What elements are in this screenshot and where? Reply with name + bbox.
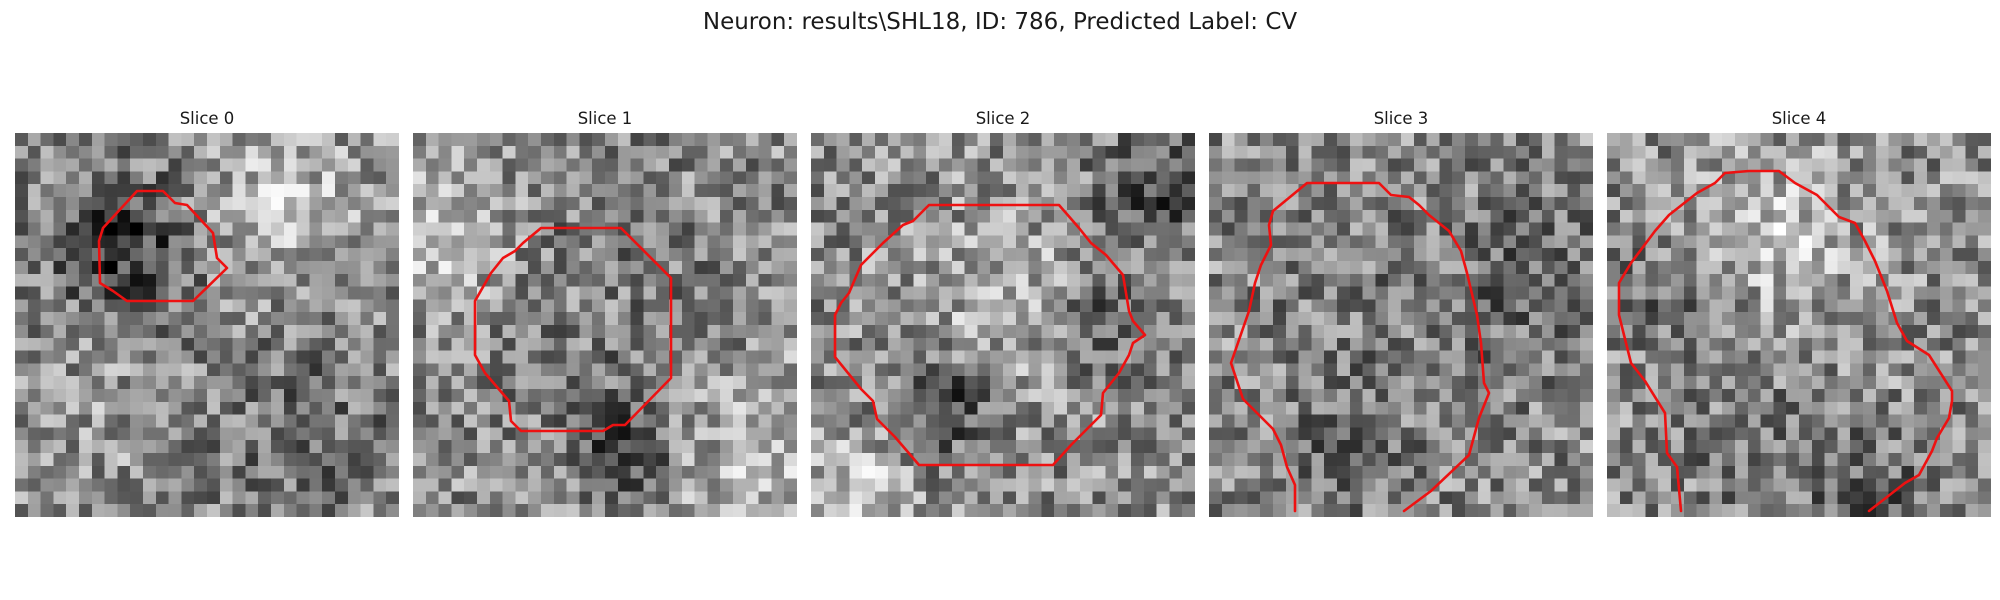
roi-overlay xyxy=(1229,181,1491,513)
slice-image xyxy=(15,133,399,517)
slice-title: Slice 4 xyxy=(1771,109,1827,128)
roi-contour xyxy=(473,226,673,433)
slice-panel-3: Slice 3 xyxy=(1209,110,1593,517)
slice-panel-4: Slice 4 xyxy=(1607,110,1991,517)
microscopy-image xyxy=(15,133,399,517)
slice-title: Slice 3 xyxy=(1373,109,1429,128)
slice-panel-0: Slice 0 xyxy=(15,110,399,517)
slice-image xyxy=(1607,133,1991,517)
microscopy-image xyxy=(413,133,797,517)
microscopy-image xyxy=(811,133,1195,517)
roi-overlay xyxy=(1617,169,1954,513)
slice-image xyxy=(811,133,1195,517)
slice-panel-2: Slice 2 xyxy=(811,110,1195,517)
slice-title: Slice 2 xyxy=(975,109,1031,128)
slice-panel-1: Slice 1 xyxy=(413,110,797,517)
slice-image xyxy=(1209,133,1593,517)
slice-image xyxy=(413,133,797,517)
roi-contour xyxy=(833,203,1147,467)
microscopy-image xyxy=(1607,133,1991,517)
roi-overlay xyxy=(833,203,1147,467)
roi-contour xyxy=(97,189,229,303)
roi-contour xyxy=(1617,169,1954,513)
slice-title: Slice 1 xyxy=(577,109,633,128)
roi-contour xyxy=(1229,181,1491,513)
figure-title: Neuron: results\SHL18, ID: 786, Predicte… xyxy=(702,9,1298,35)
roi-overlay xyxy=(473,226,673,433)
roi-overlay xyxy=(97,189,229,303)
slice-title: Slice 0 xyxy=(179,109,235,128)
